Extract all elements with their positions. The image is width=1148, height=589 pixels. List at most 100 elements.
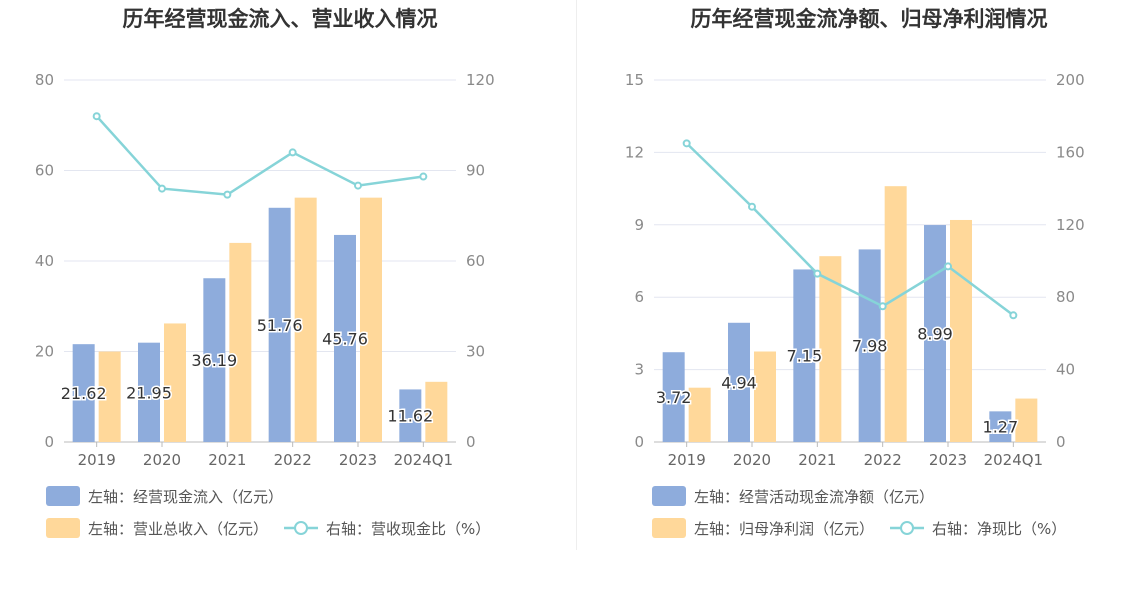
- right-axis-tick-label: 90: [466, 162, 485, 180]
- x-axis-tick-label: 2024Q1: [984, 451, 1044, 469]
- legend-label-secondary: 左轴：营业总收入（亿元）: [88, 520, 268, 538]
- x-axis-tick-label: 2021: [208, 451, 246, 469]
- right-chart-panel: 历年经营现金流净额、归母净利润情况 0 3 6 9 12 15 0 40 80 120 160 200 2…: [574, 0, 1148, 589]
- bar-secondary: [950, 219, 972, 442]
- bar-secondary: [164, 323, 186, 442]
- line-point: [813, 269, 822, 278]
- line-point: [223, 190, 232, 199]
- bar-primary: [989, 411, 1012, 442]
- left-axis-tick-label: 20: [35, 343, 54, 361]
- left-axis-tick-label: 0: [634, 433, 644, 451]
- right-axis-tick-label: 60: [466, 252, 485, 270]
- bar-secondary: [294, 197, 317, 442]
- legend-label-primary: 左轴：经营现金流入（亿元）: [88, 488, 283, 506]
- right-axis-tick-label: 80: [1056, 288, 1075, 306]
- line-point: [354, 181, 362, 190]
- line-series: [95, 115, 424, 196]
- left-axis-tick-label: 15: [625, 71, 644, 89]
- x-axis-tick-label: 2020: [733, 451, 771, 469]
- line-point: [944, 262, 952, 271]
- right-axis-tick-label: 0: [1056, 433, 1066, 451]
- bar-secondary: [425, 381, 448, 442]
- bar-secondary: [229, 242, 252, 442]
- line-series: [685, 142, 1015, 317]
- x-axis-tick-label: 2023: [929, 451, 967, 469]
- line-point: [92, 112, 101, 121]
- legend-label-primary: 左轴：经营活动现金流净额（亿元）: [694, 488, 934, 506]
- right-axis-tick-label: 120: [466, 71, 495, 89]
- bar-data-label: 51.76: [257, 316, 303, 335]
- line-point: [1009, 311, 1018, 320]
- bar-data-label: 7.15: [787, 347, 823, 366]
- bar-secondary: [884, 186, 907, 442]
- x-axis-tick-label: 2020: [143, 451, 181, 469]
- left-axis-tick-label: 80: [35, 71, 54, 89]
- left-axis-tick-label: 3: [634, 361, 644, 379]
- left-axis-tick-label: 9: [634, 216, 644, 234]
- bar-primary: [72, 344, 95, 442]
- bar-data-label: 3.72: [656, 388, 692, 407]
- right-axis-tick-label: 160: [1056, 143, 1085, 161]
- bar-data-label: 1.27: [983, 418, 1019, 437]
- right-axis-tick-label: 0: [466, 433, 476, 451]
- line-point: [288, 148, 297, 157]
- bar-secondary: [98, 351, 121, 442]
- bar-primary: [203, 278, 226, 442]
- panel-divider: [576, 0, 577, 550]
- bar-data-label: 11.62: [387, 407, 433, 426]
- legend-swatch-secondary: [46, 518, 80, 538]
- chart-title: 历年经营现金流净额、归母净利润情况: [691, 7, 1048, 31]
- right-axis-tick-label: 40: [1056, 361, 1075, 379]
- line-point: [419, 172, 428, 181]
- legend-label-secondary: 左轴：归母净利润（亿元）: [694, 520, 874, 538]
- line-point: [158, 184, 166, 193]
- x-axis-tick-label: 2022: [864, 451, 902, 469]
- left-chart-svg: 历年经营现金流入、营业收入情况 0 20 40 60 80 0 30 60 90 120 2019 20…: [35, 7, 495, 538]
- bar-data-label: 36.19: [191, 351, 237, 370]
- bar-primary: [138, 342, 160, 442]
- bar-data-label: 21.95: [126, 383, 172, 402]
- right-chart-svg: 历年经营现金流净额、归母净利润情况 0 3 6 9 12 15 0 40 80 120 160 200 2…: [625, 7, 1085, 538]
- x-axis-tick-label: 2019: [78, 451, 116, 469]
- legend-swatch-line-marker: [294, 521, 309, 535]
- bar-secondary: [819, 256, 842, 442]
- bar-primary: [334, 234, 356, 442]
- bar-primary: [662, 352, 685, 442]
- left-axis-tick-label: 6: [634, 288, 644, 306]
- line-point: [748, 202, 756, 211]
- legend-swatch-primary: [652, 486, 686, 506]
- x-axis-tick-label: 2021: [798, 451, 836, 469]
- left-chart-panel: 历年经营现金流入、营业收入情况 0 20 40 60 80 0 30 60 90 120 2019 20…: [35, 7, 495, 538]
- legend-swatch-secondary: [652, 518, 686, 538]
- bar-secondary: [360, 197, 382, 442]
- legend-swatch-line-marker: [900, 521, 915, 535]
- bar-data-label: 4.94: [721, 373, 757, 392]
- bar-data-label: 8.99: [917, 325, 953, 344]
- bar-primary: [268, 207, 291, 442]
- bar-data-label: 45.76: [322, 329, 368, 348]
- bar-primary: [728, 322, 750, 442]
- left-axis-tick-label: 0: [44, 433, 54, 451]
- left-axis-tick-label: 12: [625, 143, 644, 161]
- right-axis-tick-label: 120: [1056, 216, 1085, 234]
- x-axis-tick-label: 2024Q1: [394, 451, 454, 469]
- line-point: [878, 302, 887, 311]
- legend-swatch-primary: [46, 486, 80, 506]
- legend-label-line: 右轴：净现比（%）: [932, 520, 1066, 538]
- left-axis-tick-label: 40: [35, 252, 54, 270]
- right-axis-tick-label: 30: [466, 343, 485, 361]
- bar-data-label: 7.98: [852, 337, 888, 356]
- bar-secondary: [688, 387, 711, 442]
- x-axis-tick-label: 2023: [339, 451, 377, 469]
- bar-primary: [793, 269, 816, 442]
- x-axis-tick-label: 2019: [668, 451, 706, 469]
- line-point: [682, 139, 691, 148]
- right-axis-tick-label: 200: [1056, 71, 1085, 89]
- bar-primary: [924, 225, 946, 442]
- bar-secondary: [1015, 398, 1038, 442]
- left-axis-tick-label: 60: [35, 162, 54, 180]
- legend-label-line: 右轴：营收现金比（%）: [326, 520, 490, 538]
- bar-secondary: [754, 351, 776, 442]
- bar-data-label: 21.62: [61, 384, 107, 403]
- x-axis-tick-label: 2022: [274, 451, 312, 469]
